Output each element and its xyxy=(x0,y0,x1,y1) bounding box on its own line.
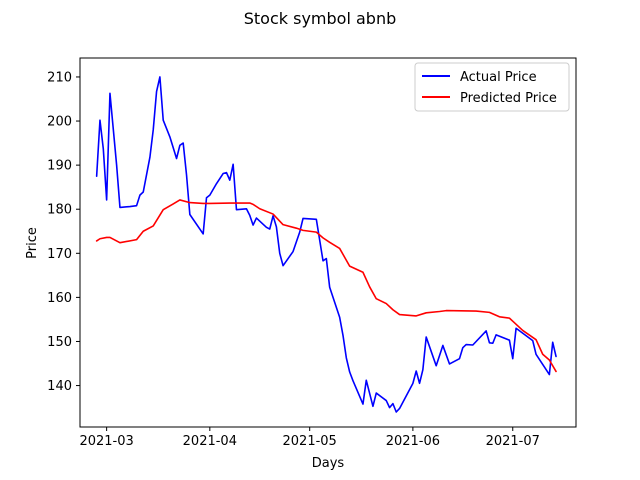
legend-box xyxy=(414,62,570,112)
series-line-actual-price xyxy=(95,76,557,413)
chart-title: Stock symbol abnb xyxy=(244,9,397,28)
y-tick-label: 200 xyxy=(47,115,72,130)
x-tick-label: 2021-06 xyxy=(386,434,440,449)
series-line-predicted-price xyxy=(95,199,557,373)
y-tick-label: 180 xyxy=(47,203,72,218)
x-tick-label: 2021-05 xyxy=(283,434,337,449)
plot-area xyxy=(95,76,557,413)
legend: Actual Price Predicted Price xyxy=(414,62,570,112)
y-tick-label: 160 xyxy=(47,291,72,306)
legend-label-predicted-price: Predicted Price xyxy=(460,91,557,106)
x-axis: 2021-03 2021-04 2021-05 2021-06 2021-07 xyxy=(79,427,540,449)
x-axis-title: Days xyxy=(312,456,345,471)
plot-frame xyxy=(79,57,577,428)
legend-label-actual-price: Actual Price xyxy=(460,70,537,85)
y-tick-label: 210 xyxy=(47,70,72,85)
y-tick-label: 150 xyxy=(47,335,72,350)
y-axis-title: Price xyxy=(25,227,40,259)
y-tick-label: 170 xyxy=(47,247,72,262)
y-tick-label: 140 xyxy=(47,379,72,394)
x-tick-label: 2021-04 xyxy=(183,434,237,449)
y-axis: 140 150 160 170 180 190 200 210 xyxy=(47,70,80,394)
x-tick-label: 2021-03 xyxy=(79,434,133,449)
x-tick-label: 2021-07 xyxy=(486,434,540,449)
y-tick-label: 190 xyxy=(47,159,72,174)
